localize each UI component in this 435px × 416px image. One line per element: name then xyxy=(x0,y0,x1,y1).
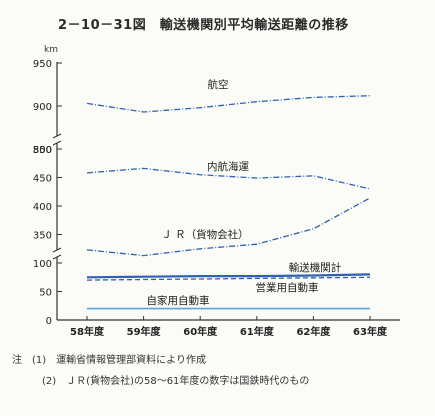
y-tick-label: 50 xyxy=(39,288,52,299)
axis-break-mark xyxy=(52,133,62,139)
x-tick-label: 58年度 xyxy=(70,325,105,338)
axis-break-mark xyxy=(52,254,62,260)
x-tick-label: 61年度 xyxy=(240,325,275,338)
y-tick-label: 900 xyxy=(33,102,52,113)
y-tick-label: 350 xyxy=(33,231,52,242)
x-tick-label: 60年度 xyxy=(183,325,218,338)
series-layer xyxy=(86,95,371,310)
series-all-transport-line xyxy=(86,273,371,279)
axis-break-mark xyxy=(52,247,62,253)
y-unit-label: km xyxy=(44,45,58,55)
y-tick-label: 850 xyxy=(33,145,52,156)
note-2: (2) ＪＲ(貨物会社)の58～61年度の数字は国鉄時代のもの xyxy=(42,376,310,387)
y-tick-label: 100 xyxy=(33,259,52,270)
note-1: 注 (1) 運輸省情報管理部資料により作成 xyxy=(12,355,206,366)
x-tick-label: 62年度 xyxy=(296,325,331,338)
y-tick-label: 950 xyxy=(33,59,52,70)
axis-break-mark xyxy=(52,140,62,146)
label-private-truck: 自家用自動車 xyxy=(147,294,210,307)
series-coastal-shipping-line xyxy=(86,167,371,190)
y-tick-label: 400 xyxy=(33,202,52,213)
label-air: 航空 xyxy=(208,78,229,91)
label-commercial-truck: 営業用自動車 xyxy=(256,281,319,294)
y-tick-label: 0 xyxy=(46,316,52,327)
y-tick-label: 450 xyxy=(33,174,52,185)
label-all-transport: 輸送機関計 xyxy=(289,261,342,274)
series-commercial-truck-line xyxy=(86,276,371,281)
x-tick-label: 63年度 xyxy=(353,325,388,338)
label-coastal-shipping: 内航海運 xyxy=(207,160,249,173)
series-air-line xyxy=(86,95,371,113)
label-jr-freight: Ｊ Ｒ（貨物会社） xyxy=(161,228,248,241)
figure-title: 2－10－31図 輸送機関別平均輸送距離の推移 xyxy=(58,18,349,33)
y-tick-label: 500 xyxy=(33,145,52,156)
series-jr-freight-line xyxy=(86,197,371,257)
x-tick-label: 59年度 xyxy=(127,325,162,338)
